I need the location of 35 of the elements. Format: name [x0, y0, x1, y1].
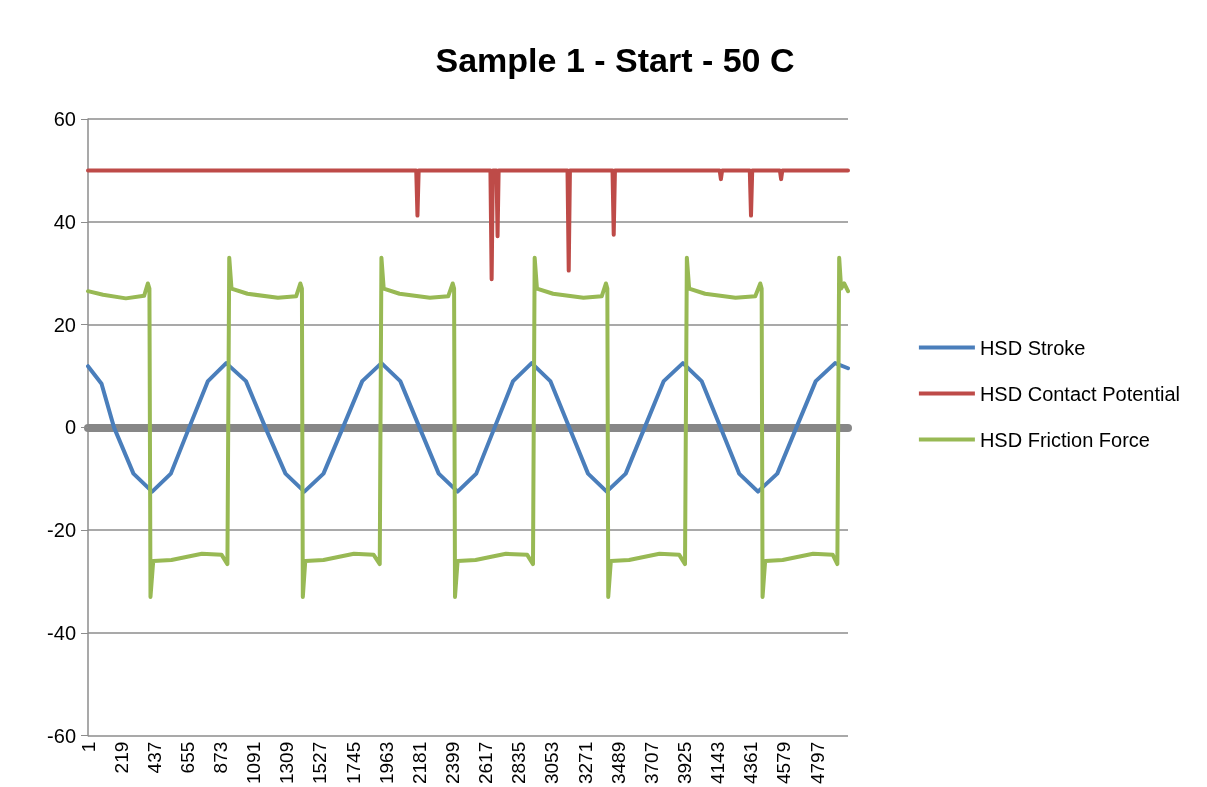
x-tick-label: 1 — [77, 741, 99, 753]
x-tick-label: 2181 — [408, 741, 430, 785]
y-tick-label: 20 — [53, 313, 76, 336]
x-tick-label: 4143 — [707, 741, 729, 785]
x-tick-label: 219 — [110, 741, 132, 774]
x-tick-label: 3053 — [541, 741, 563, 785]
x-tick-label: 1963 — [375, 741, 397, 785]
line-series — [86, 361, 850, 494]
x-tick-label: 437 — [143, 741, 165, 774]
x-tick-label: 1091 — [243, 741, 265, 785]
y-tick-label: -40 — [47, 621, 76, 644]
x-tick-label: 3925 — [674, 741, 696, 785]
x-tick-label: 873 — [210, 741, 232, 774]
y-tick-label: -60 — [47, 724, 76, 747]
legend-label: HSD Contact Potential — [979, 382, 1181, 405]
x-tick-label: 2399 — [442, 741, 464, 785]
legend-label: HSD Friction Force — [979, 428, 1150, 451]
x-tick-label: 1309 — [276, 741, 298, 785]
y-tick-label: 40 — [53, 210, 76, 233]
x-tick-label: 4361 — [740, 741, 762, 785]
x-tick-label: 2835 — [508, 741, 530, 785]
y-tick-label: 0 — [64, 416, 76, 439]
y-tick-label: -20 — [47, 519, 76, 542]
chart-title: Sample 1 - Start - 50 C — [435, 41, 795, 79]
legend-label: HSD Stroke — [979, 336, 1086, 359]
x-tick-label: 1527 — [309, 741, 331, 785]
x-tick-label: 3271 — [574, 741, 596, 785]
x-tick-label: 3489 — [607, 741, 629, 785]
x-tick-label: 1745 — [342, 741, 364, 785]
x-tick-label: 2617 — [475, 741, 497, 785]
x-tick-label: 3707 — [640, 741, 662, 785]
x-tick-label: 4579 — [773, 741, 795, 785]
x-tick-label: 4797 — [806, 741, 828, 785]
x-tick-label: 655 — [176, 741, 198, 774]
y-tick-label: 60 — [53, 108, 76, 130]
